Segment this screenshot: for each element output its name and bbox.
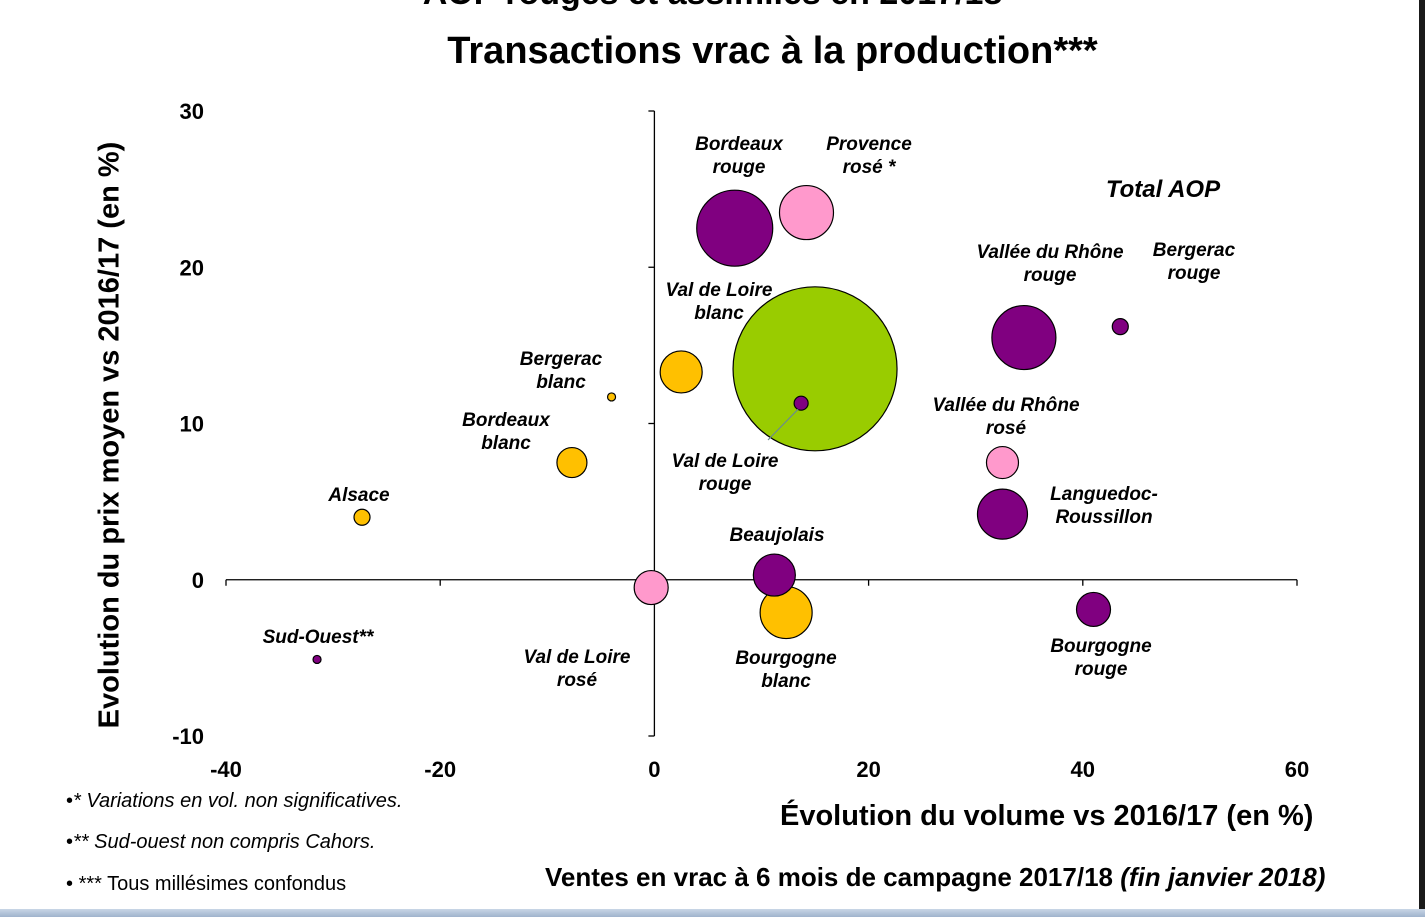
y-tick-label: 0 bbox=[192, 568, 204, 593]
label-sud-ouest: Sud-Ouest** bbox=[263, 627, 375, 648]
footnote-1: •* Variations en vol. non significatives… bbox=[66, 790, 403, 812]
subtitle-date: (fin janvier 2018) bbox=[1120, 862, 1326, 892]
subtitle-main: Ventes en vrac à 6 mois de campagne 2017… bbox=[545, 862, 1113, 892]
x-tick-label: -20 bbox=[424, 757, 456, 782]
label-total-aop: Total AOP bbox=[1106, 176, 1221, 203]
window-edge bbox=[1419, 0, 1425, 909]
bubble-vall-e-du-rh-ne-ros bbox=[985, 445, 1020, 480]
y-tick-label: 10 bbox=[180, 412, 204, 437]
bubble-bourgogne-rouge bbox=[1075, 591, 1112, 628]
bubble-bergerac-rouge bbox=[1111, 318, 1129, 336]
bubble-labels: Bordeaux rouge Provence rosé * Total AOP Vall… bbox=[263, 134, 1236, 692]
footnote-2: •** Sud-ouest non compris Cahors. bbox=[66, 831, 376, 853]
bubble-beaujolais bbox=[752, 553, 796, 597]
bubble-provence-ros bbox=[778, 184, 835, 241]
bubble-bergerac-blanc bbox=[606, 392, 617, 402]
label-bordeaux-rouge: Bordeaux rouge bbox=[695, 134, 784, 178]
label-alsace: Alsace bbox=[327, 485, 390, 506]
bubble-vall-e-du-rh-ne-rouge bbox=[991, 304, 1057, 371]
x-tick-label: 60 bbox=[1285, 757, 1309, 782]
label-vall-e-du-rh-ne-ros: Vallée du Rhône rosé bbox=[932, 395, 1080, 439]
label-vall-e-du-rh-ne-rouge: Vallée du Rhône rouge bbox=[976, 242, 1124, 286]
label-val-de-loire-rouge: Val de Loire rouge bbox=[672, 451, 779, 495]
x-axis-title: Évolution du volume vs 2016/17 (en %) bbox=[780, 800, 1314, 832]
y-tick-label: 20 bbox=[180, 255, 204, 280]
label-provence-ros: Provence rosé * bbox=[826, 134, 912, 178]
bubbles bbox=[312, 184, 1129, 665]
label-bergerac-blanc: Bergerac blanc bbox=[520, 349, 603, 393]
label-bourgogne-rouge: Bourgogne rouge bbox=[1050, 636, 1152, 680]
label-bergerac-rouge: Bergerac rouge bbox=[1153, 240, 1236, 284]
bubble-alsace bbox=[353, 508, 371, 526]
bubble-languedoc-roussillon bbox=[976, 488, 1029, 540]
footnote-3: • *** Tous millésimes confondus bbox=[66, 873, 347, 895]
x-tick-label: -40 bbox=[210, 757, 242, 782]
label-val-de-loire-blanc: Val de Loire blanc bbox=[666, 280, 773, 324]
label-beaujolais: Beaujolais bbox=[729, 525, 824, 546]
label-languedoc-roussillon: Languedoc-Roussillon bbox=[1050, 484, 1158, 528]
chart-title: Transactions vrac à la production*** bbox=[447, 30, 1098, 72]
bubble-val-de-loire-rouge bbox=[793, 395, 809, 411]
bubble-val-de-loire-blanc bbox=[659, 350, 703, 394]
label-bourgogne-blanc: Bourgogne blanc bbox=[735, 648, 837, 692]
label-val-de-loire-ros: Val de Loire rosé bbox=[524, 647, 631, 691]
chart-subtitle: Ventes en vrac à 6 mois de campagne 2017… bbox=[545, 862, 1325, 893]
bubble-sud-ouest bbox=[312, 654, 322, 665]
y-tick-label: 30 bbox=[180, 99, 204, 124]
bubble-bordeaux-blanc bbox=[556, 446, 588, 479]
window-bottom-edge bbox=[0, 909, 1425, 917]
x-tick-label: 20 bbox=[856, 757, 880, 782]
bubble-bordeaux-rouge bbox=[696, 189, 774, 267]
leader-line bbox=[767, 408, 799, 441]
cut-off-title: AOP rouges et assimilés en 2017/18 bbox=[0, 0, 1425, 13]
label-bordeaux-blanc: Bordeaux blanc bbox=[462, 410, 551, 454]
x-tick-label: 40 bbox=[1071, 757, 1095, 782]
bubble-val-de-loire-ros bbox=[633, 569, 669, 606]
y-tick-label: -10 bbox=[172, 724, 204, 749]
x-tick-label: 0 bbox=[648, 757, 660, 782]
bubble-total-aop bbox=[732, 286, 898, 452]
